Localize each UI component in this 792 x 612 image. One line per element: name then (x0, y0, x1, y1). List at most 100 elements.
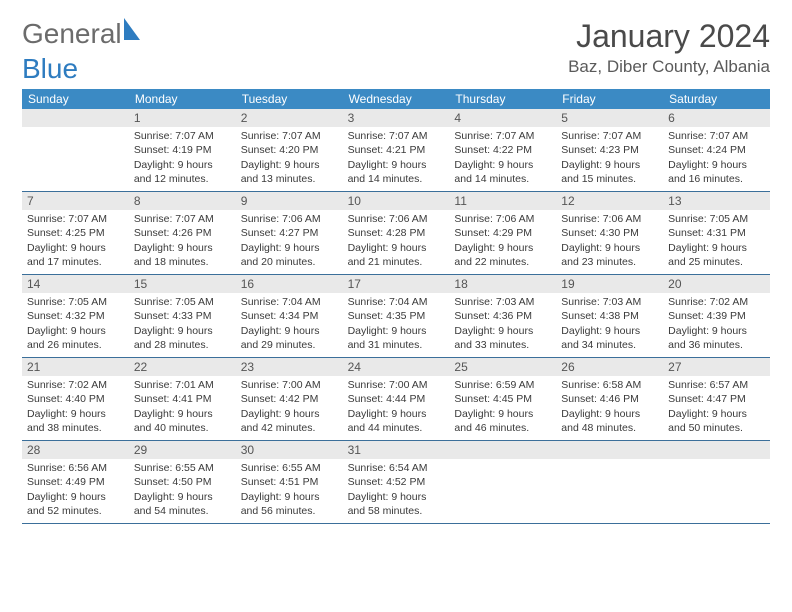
day-sunrise: Sunrise: 6:55 AM (241, 461, 338, 475)
day-d2: and 17 minutes. (27, 255, 124, 269)
day-sunrise: Sunrise: 7:07 AM (348, 129, 445, 143)
day-d1: Daylight: 9 hours (668, 407, 765, 421)
day-body: Sunrise: 7:02 AMSunset: 4:39 PMDaylight:… (663, 293, 770, 355)
day-cell: 8Sunrise: 7:07 AMSunset: 4:26 PMDaylight… (129, 192, 236, 274)
day-number: 22 (129, 358, 236, 376)
day-body: Sunrise: 6:56 AMSunset: 4:49 PMDaylight:… (22, 459, 129, 521)
day-d1: Daylight: 9 hours (454, 407, 551, 421)
day-sunset: Sunset: 4:22 PM (454, 143, 551, 157)
day-sunset: Sunset: 4:49 PM (27, 475, 124, 489)
day-d1: Daylight: 9 hours (454, 324, 551, 338)
day-sunset: Sunset: 4:23 PM (561, 143, 658, 157)
day-d1: Daylight: 9 hours (668, 241, 765, 255)
day-d2: and 56 minutes. (241, 504, 338, 518)
day-d2: and 26 minutes. (27, 338, 124, 352)
day-sunset: Sunset: 4:35 PM (348, 309, 445, 323)
day-body: Sunrise: 7:06 AMSunset: 4:27 PMDaylight:… (236, 210, 343, 272)
day-cell: 25Sunrise: 6:59 AMSunset: 4:45 PMDayligh… (449, 358, 556, 440)
day-d1: Daylight: 9 hours (668, 158, 765, 172)
day-cell: 14Sunrise: 7:05 AMSunset: 4:32 PMDayligh… (22, 275, 129, 357)
weekday-header: Monday (129, 89, 236, 109)
day-number: 14 (22, 275, 129, 293)
day-sunset: Sunset: 4:51 PM (241, 475, 338, 489)
day-d2: and 36 minutes. (668, 338, 765, 352)
day-sunrise: Sunrise: 7:07 AM (134, 129, 231, 143)
day-body: Sunrise: 6:55 AMSunset: 4:51 PMDaylight:… (236, 459, 343, 521)
day-number: 15 (129, 275, 236, 293)
day-number: 10 (343, 192, 450, 210)
day-cell: 29Sunrise: 6:55 AMSunset: 4:50 PMDayligh… (129, 441, 236, 523)
weekday-header: Friday (556, 89, 663, 109)
day-cell: 5Sunrise: 7:07 AMSunset: 4:23 PMDaylight… (556, 109, 663, 191)
day-sunset: Sunset: 4:41 PM (134, 392, 231, 406)
day-d1: Daylight: 9 hours (27, 490, 124, 504)
day-d2: and 48 minutes. (561, 421, 658, 435)
day-body: Sunrise: 6:55 AMSunset: 4:50 PMDaylight:… (129, 459, 236, 521)
day-body: Sunrise: 6:57 AMSunset: 4:47 PMDaylight:… (663, 376, 770, 438)
day-cell: 20Sunrise: 7:02 AMSunset: 4:39 PMDayligh… (663, 275, 770, 357)
day-number: 12 (556, 192, 663, 210)
day-d2: and 29 minutes. (241, 338, 338, 352)
day-d2: and 31 minutes. (348, 338, 445, 352)
day-cell (449, 441, 556, 523)
day-cell: 9Sunrise: 7:06 AMSunset: 4:27 PMDaylight… (236, 192, 343, 274)
day-number: 24 (343, 358, 450, 376)
day-d1: Daylight: 9 hours (668, 324, 765, 338)
day-body: Sunrise: 7:00 AMSunset: 4:44 PMDaylight:… (343, 376, 450, 438)
empty-day-bar (449, 441, 556, 459)
day-d2: and 13 minutes. (241, 172, 338, 186)
day-d2: and 54 minutes. (134, 504, 231, 518)
day-d1: Daylight: 9 hours (454, 158, 551, 172)
day-number: 17 (343, 275, 450, 293)
day-number: 25 (449, 358, 556, 376)
day-sunrise: Sunrise: 6:59 AM (454, 378, 551, 392)
day-body: Sunrise: 7:04 AMSunset: 4:34 PMDaylight:… (236, 293, 343, 355)
day-cell: 31Sunrise: 6:54 AMSunset: 4:52 PMDayligh… (343, 441, 450, 523)
day-sunset: Sunset: 4:33 PM (134, 309, 231, 323)
day-d1: Daylight: 9 hours (134, 241, 231, 255)
empty-day-bar (22, 109, 129, 127)
brand-logo: General (22, 18, 146, 50)
day-d1: Daylight: 9 hours (241, 490, 338, 504)
day-sunrise: Sunrise: 7:07 AM (27, 212, 124, 226)
day-d2: and 22 minutes. (454, 255, 551, 269)
day-sunrise: Sunrise: 7:04 AM (241, 295, 338, 309)
day-body: Sunrise: 7:03 AMSunset: 4:38 PMDaylight:… (556, 293, 663, 355)
day-sunrise: Sunrise: 7:01 AM (134, 378, 231, 392)
day-cell: 13Sunrise: 7:05 AMSunset: 4:31 PMDayligh… (663, 192, 770, 274)
day-sunset: Sunset: 4:28 PM (348, 226, 445, 240)
day-cell: 15Sunrise: 7:05 AMSunset: 4:33 PMDayligh… (129, 275, 236, 357)
day-body: Sunrise: 7:05 AMSunset: 4:31 PMDaylight:… (663, 210, 770, 272)
weekday-header-row: SundayMondayTuesdayWednesdayThursdayFrid… (22, 89, 770, 109)
day-cell: 30Sunrise: 6:55 AMSunset: 4:51 PMDayligh… (236, 441, 343, 523)
day-sunset: Sunset: 4:38 PM (561, 309, 658, 323)
day-body: Sunrise: 7:07 AMSunset: 4:23 PMDaylight:… (556, 127, 663, 189)
day-cell: 27Sunrise: 6:57 AMSunset: 4:47 PMDayligh… (663, 358, 770, 440)
empty-day-bar (663, 441, 770, 459)
day-sunset: Sunset: 4:26 PM (134, 226, 231, 240)
day-d1: Daylight: 9 hours (134, 407, 231, 421)
day-sunrise: Sunrise: 6:58 AM (561, 378, 658, 392)
day-d1: Daylight: 9 hours (241, 241, 338, 255)
day-sunrise: Sunrise: 7:06 AM (241, 212, 338, 226)
day-sunrise: Sunrise: 7:07 AM (241, 129, 338, 143)
day-sunrise: Sunrise: 6:54 AM (348, 461, 445, 475)
day-number: 27 (663, 358, 770, 376)
weekday-header: Tuesday (236, 89, 343, 109)
day-body: Sunrise: 7:05 AMSunset: 4:32 PMDaylight:… (22, 293, 129, 355)
day-sunset: Sunset: 4:50 PM (134, 475, 231, 489)
day-sunset: Sunset: 4:25 PM (27, 226, 124, 240)
day-number: 23 (236, 358, 343, 376)
calendar: SundayMondayTuesdayWednesdayThursdayFrid… (22, 89, 770, 524)
day-sunrise: Sunrise: 7:07 AM (668, 129, 765, 143)
day-sunset: Sunset: 4:20 PM (241, 143, 338, 157)
day-d2: and 40 minutes. (134, 421, 231, 435)
day-number: 21 (22, 358, 129, 376)
day-number: 28 (22, 441, 129, 459)
day-cell (556, 441, 663, 523)
day-sunset: Sunset: 4:30 PM (561, 226, 658, 240)
day-cell: 17Sunrise: 7:04 AMSunset: 4:35 PMDayligh… (343, 275, 450, 357)
day-d1: Daylight: 9 hours (454, 241, 551, 255)
day-number: 30 (236, 441, 343, 459)
day-d2: and 58 minutes. (348, 504, 445, 518)
